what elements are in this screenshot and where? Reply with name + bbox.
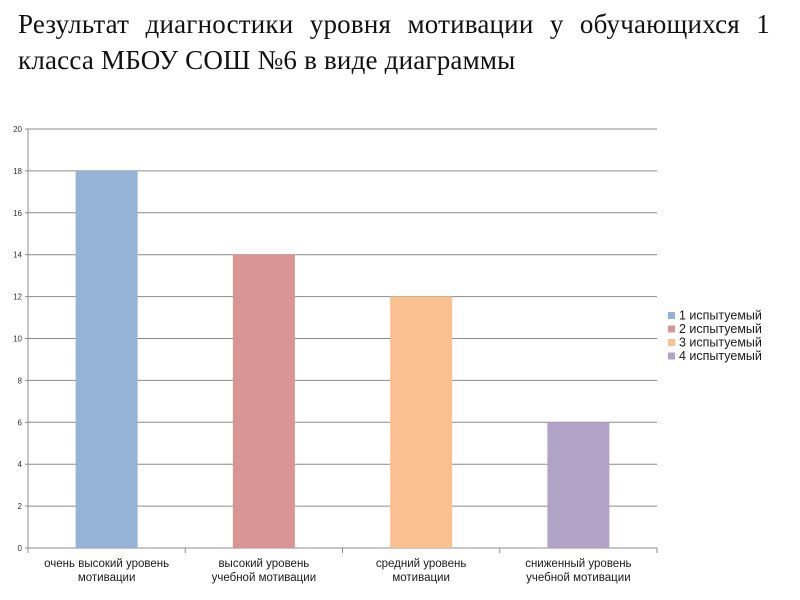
x-category-label: учебной мотивации [526, 572, 631, 584]
y-tick-label: 14 [13, 251, 22, 260]
x-category-label: средний уровень [376, 558, 467, 570]
x-category-label: мотивации [392, 572, 450, 584]
y-tick-label: 2 [18, 502, 23, 511]
bar-2 [232, 254, 295, 548]
legend-swatch [668, 339, 675, 346]
legend-swatch [668, 352, 675, 360]
bar-1 [75, 170, 138, 548]
legend-label: 1 испытуемый [679, 309, 762, 323]
y-tick-label: 18 [13, 167, 22, 176]
y-tick-label: 6 [18, 418, 23, 427]
y-tick-label: 16 [13, 209, 22, 218]
x-category-label: сниженный уровень [525, 558, 631, 570]
y-tick-label: 20 [13, 125, 22, 134]
y-tick-label: 8 [18, 376, 23, 385]
x-category-label: очень высокий уровень [44, 558, 169, 570]
legend-label: 4 испытуемый [679, 349, 762, 363]
x-category-label: мотивации [78, 572, 136, 584]
bar-3 [390, 296, 453, 548]
y-tick-label: 4 [18, 460, 23, 469]
legend-label: 2 испытуемый [679, 322, 762, 336]
legend-swatch [668, 325, 675, 333]
y-tick-label: 12 [13, 293, 22, 302]
legend-label: 3 испытуемый [679, 336, 762, 350]
page-title: Результат диагностики уровня мотивации у… [18, 9, 770, 75]
bar-4 [547, 422, 610, 548]
x-category-label: высокий уровень [218, 558, 309, 570]
x-category-label: учебной мотивации [212, 572, 317, 584]
y-tick-label: 10 [13, 335, 22, 344]
y-tick-label: 0 [18, 544, 23, 553]
legend-swatch [668, 312, 675, 319]
